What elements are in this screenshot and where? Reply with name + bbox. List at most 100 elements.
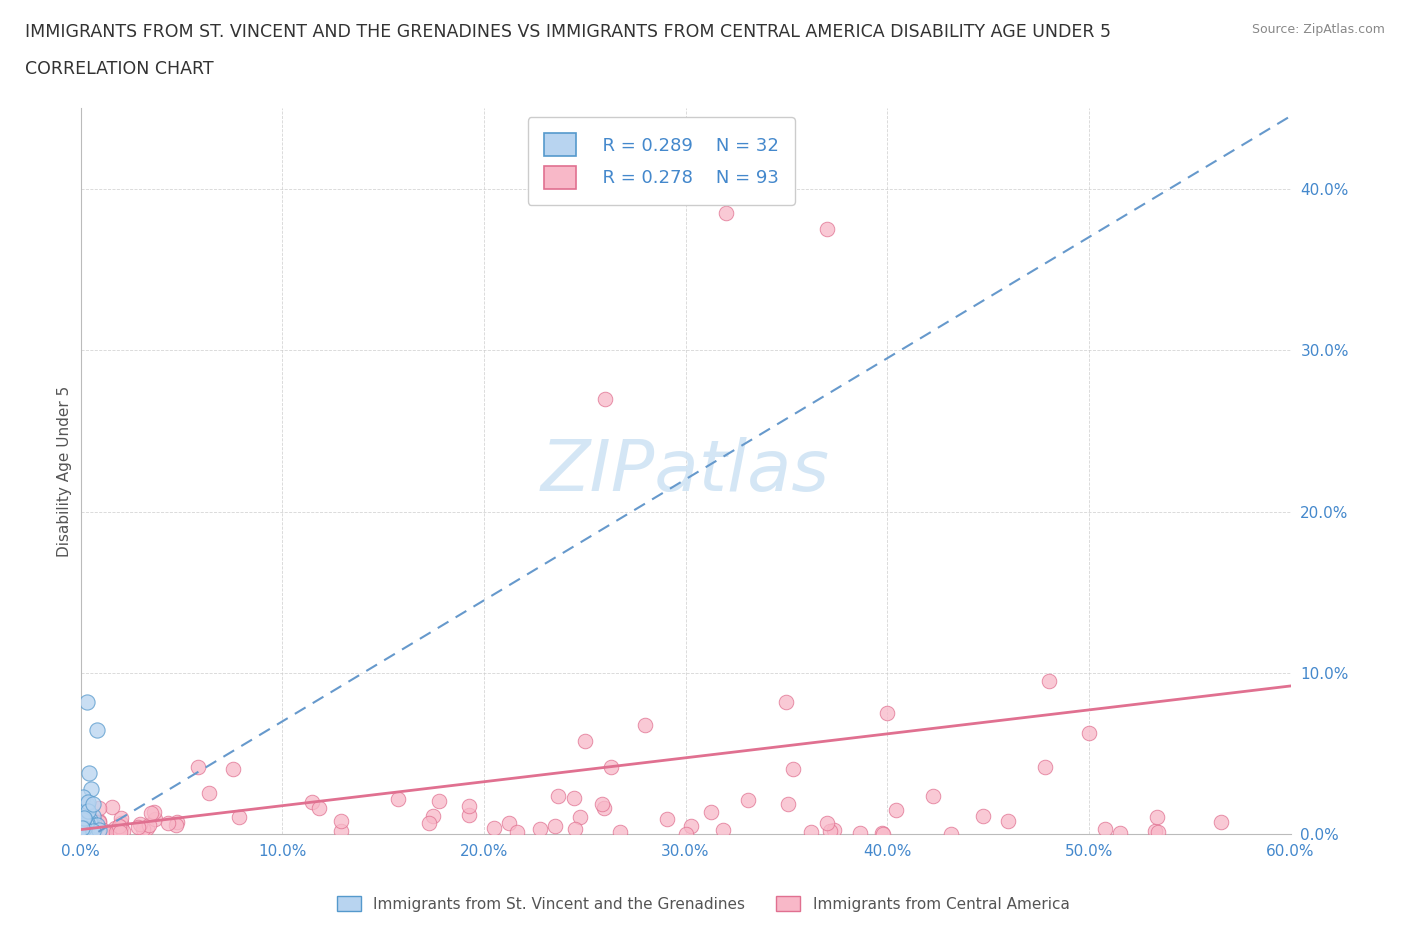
Point: [506, 825, 529, 840]
Point: [75, 814, 97, 829]
Point: [1143, 823, 1166, 838]
Point: [87, 801, 110, 816]
Point: [87, 823, 110, 838]
Point: [76, 695, 98, 710]
Point: [609, 825, 631, 840]
Point: [593, 801, 616, 816]
Point: [75, 817, 97, 831]
Point: [941, 826, 963, 841]
Point: [308, 801, 330, 816]
Point: [574, 734, 596, 749]
Point: [775, 695, 797, 710]
Point: [543, 818, 565, 833]
Point: [76, 796, 98, 811]
Point: [498, 816, 520, 830]
Text: Source: ZipAtlas.com: Source: ZipAtlas.com: [1251, 23, 1385, 36]
Point: [87, 815, 110, 830]
Point: [110, 816, 132, 830]
Point: [600, 760, 623, 775]
Point: [972, 808, 994, 823]
Text: IMMIGRANTS FROM ST. VINCENT AND THE GRENADINES VS IMMIGRANTS FROM CENTRAL AMERIC: IMMIGRANTS FROM ST. VINCENT AND THE GREN…: [25, 23, 1111, 41]
Point: [418, 816, 440, 830]
Point: [73, 810, 96, 825]
Point: [73, 820, 96, 835]
Point: [110, 825, 132, 840]
Point: [823, 822, 845, 837]
Point: [75, 826, 97, 841]
Point: [77, 765, 100, 780]
Point: [849, 825, 872, 840]
Point: [198, 785, 221, 800]
Point: [76, 800, 98, 815]
Point: [72, 813, 94, 828]
Point: [818, 824, 841, 839]
Point: [79, 821, 101, 836]
Point: [75, 823, 97, 838]
Point: [222, 761, 245, 776]
Point: [1108, 826, 1130, 841]
Point: [79, 813, 101, 828]
Point: [675, 827, 697, 842]
Point: [187, 759, 209, 774]
Point: [82, 808, 104, 823]
Point: [921, 789, 943, 804]
Point: [228, 810, 250, 825]
Point: [107, 818, 129, 833]
Point: [82, 797, 104, 812]
Text: ZIPatlas: ZIPatlas: [541, 437, 830, 506]
Point: [127, 819, 149, 834]
Point: [591, 797, 613, 812]
Point: [72, 812, 94, 827]
Point: [593, 392, 616, 406]
Point: [1038, 673, 1060, 688]
Point: [166, 815, 188, 830]
Point: [634, 717, 657, 732]
Point: [107, 824, 129, 839]
Point: [387, 791, 409, 806]
Point: [73, 816, 96, 830]
Point: [77, 804, 100, 818]
Point: [1209, 815, 1232, 830]
Legend:   R = 0.289    N = 32,   R = 0.278    N = 93: R = 0.289 N = 32, R = 0.278 N = 93: [527, 117, 794, 205]
Point: [104, 825, 127, 840]
Point: [800, 824, 823, 839]
Point: [529, 822, 551, 837]
Point: [329, 813, 352, 828]
Point: [100, 825, 122, 840]
Point: [91, 822, 114, 837]
Point: [301, 794, 323, 809]
Point: [129, 817, 152, 831]
Point: [165, 817, 187, 832]
Point: [139, 805, 162, 820]
Point: [86, 817, 108, 832]
Point: [330, 823, 353, 838]
Point: [79, 816, 101, 830]
Point: [700, 804, 723, 819]
Point: [1077, 725, 1099, 740]
Point: [782, 762, 804, 777]
Point: [562, 790, 585, 805]
Point: [70, 820, 93, 835]
Point: [564, 821, 586, 836]
Point: [143, 812, 166, 827]
Point: [87, 813, 110, 828]
Point: [714, 206, 737, 220]
Legend: Immigrants from St. Vincent and the Grenadines, Immigrants from Central America: Immigrants from St. Vincent and the Gren…: [330, 889, 1076, 918]
Point: [884, 803, 907, 817]
Point: [73, 820, 96, 835]
Point: [776, 796, 799, 811]
Text: CORRELATION CHART: CORRELATION CHART: [25, 60, 214, 78]
Point: [1147, 825, 1170, 840]
Point: [815, 816, 838, 830]
Point: [72, 820, 94, 835]
Point: [101, 799, 124, 814]
Point: [458, 799, 481, 814]
Point: [547, 789, 569, 804]
Point: [76, 826, 98, 841]
Point: [157, 816, 180, 830]
Point: [138, 817, 160, 832]
Point: [82, 824, 104, 839]
Point: [72, 790, 94, 804]
Point: [135, 820, 157, 835]
Point: [75, 823, 97, 838]
